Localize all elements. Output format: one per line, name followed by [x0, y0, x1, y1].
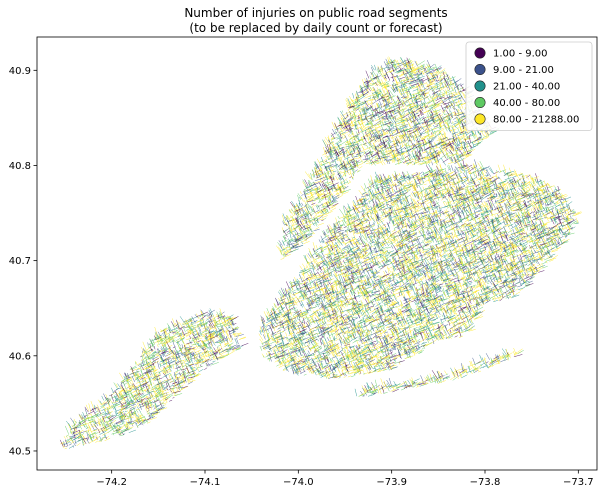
x-tick-label: −73.9	[376, 477, 407, 488]
x-tick-label: −74.1	[190, 477, 221, 488]
legend-label: 40.00 - 80.00	[493, 98, 560, 109]
road-network-brooklyn-queens	[258, 159, 582, 379]
road-segments	[60, 308, 247, 450]
road-network-manhattan-bronx	[276, 56, 500, 260]
legend-marker	[474, 113, 486, 125]
chart-title-line-2: (to be replaced by daily count or foreca…	[189, 21, 442, 35]
road-segments	[283, 57, 497, 255]
x-tick-label: −74.0	[283, 477, 314, 488]
plot-area	[59, 56, 582, 450]
road-segments	[358, 349, 524, 397]
legend-label: 9.00 - 21.00	[493, 65, 554, 76]
legend: 1.00 - 9.00 9.00 - 21.00 21.00 - 40.00 40.0…	[465, 41, 593, 131]
y-tick-label: 40.5	[9, 446, 31, 457]
legend-marker	[474, 47, 486, 59]
x-tick-label: −74.2	[96, 477, 127, 488]
legend-marker	[474, 97, 486, 109]
legend-box	[465, 41, 593, 131]
legend-label: 80.00 - 21288.00	[493, 115, 579, 126]
road-network-staten-island	[59, 308, 249, 450]
legend-label: 21.00 - 40.00	[493, 82, 560, 93]
legend-marker	[474, 64, 486, 76]
axes: −74.2 −74.1 −74.0 −73.9 −73.8 −73.7 40.5 40.6 40…	[9, 36, 598, 488]
road-network-rockaways	[354, 347, 524, 397]
y-tick-label: 40.9	[9, 66, 31, 77]
road-segments	[260, 159, 576, 379]
legend-marker	[474, 80, 486, 92]
y-tick-label: 40.8	[9, 161, 31, 172]
y-tick-label: 40.6	[9, 351, 31, 362]
x-tick-label: −73.7	[563, 477, 594, 488]
y-tick-label: 40.7	[9, 256, 31, 267]
plot-frame	[36, 36, 598, 471]
road-segments	[276, 56, 492, 260]
chart-title-line-1: Number of injuries on public road segmen…	[184, 6, 447, 20]
x-tick-label: −73.8	[470, 477, 501, 488]
road-segments	[64, 311, 241, 444]
legend-label: 1.00 - 9.00	[493, 49, 548, 60]
